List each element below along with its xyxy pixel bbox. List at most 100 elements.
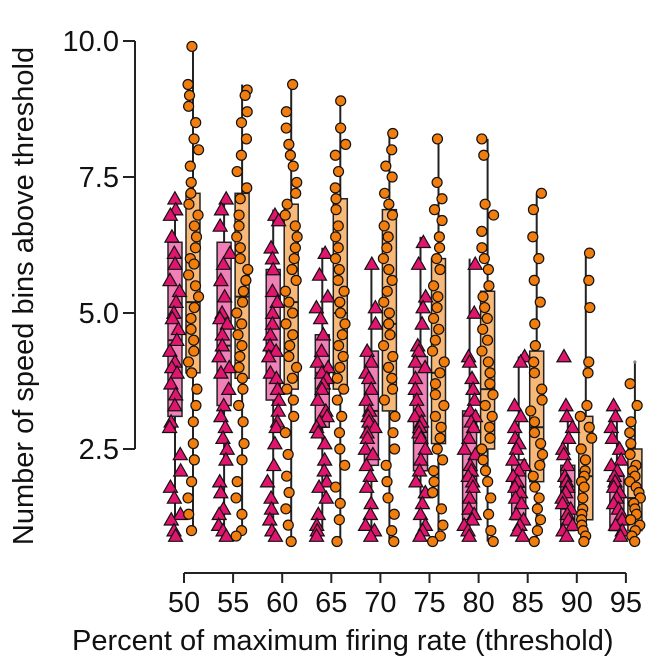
circle-point <box>187 416 199 428</box>
circle-point <box>527 204 540 216</box>
circle-point <box>438 399 450 412</box>
circle-point <box>330 204 342 216</box>
triangle-point <box>412 429 430 444</box>
circle-point <box>529 318 541 330</box>
circle-point <box>187 437 199 450</box>
triangle-point <box>363 255 380 270</box>
circle-point <box>381 476 393 488</box>
triangle-point <box>366 419 383 434</box>
circle-point <box>241 106 253 118</box>
circle-point <box>388 508 400 520</box>
triangle-point <box>466 304 483 319</box>
triangle-point <box>564 516 581 532</box>
triangle-point <box>172 462 189 477</box>
circle-point <box>583 247 596 259</box>
triangle-point <box>220 380 237 396</box>
triangle-point <box>359 342 376 357</box>
triangle-point <box>607 408 624 423</box>
circle-point <box>528 367 541 379</box>
circle-point <box>476 345 488 357</box>
circle-point <box>581 399 593 412</box>
circle-point <box>428 465 440 477</box>
circle-point <box>335 122 347 134</box>
triangle-point <box>316 451 333 466</box>
triangle-point <box>559 457 576 472</box>
circle-point <box>386 524 398 537</box>
triangle-point <box>263 500 280 515</box>
circle-point <box>280 318 292 330</box>
triangle-point <box>264 283 281 298</box>
circle-point <box>387 350 399 363</box>
circle-point <box>190 116 202 129</box>
triangle-point <box>217 451 234 466</box>
circle-point <box>329 182 341 194</box>
triangle-point <box>212 217 229 232</box>
triangle-point <box>211 310 228 325</box>
circle-point <box>237 416 249 428</box>
circle-point <box>280 122 292 134</box>
y-tick-label: 5.0 <box>79 298 119 330</box>
circle-point <box>230 530 242 542</box>
circle-point <box>192 291 205 303</box>
circle-point <box>485 492 497 504</box>
circle-point <box>384 329 396 341</box>
circle-point <box>427 280 440 292</box>
triangle-point <box>168 293 185 308</box>
circle-point <box>285 535 297 548</box>
circle-point <box>534 514 547 526</box>
circle-point <box>435 421 447 433</box>
circle-point <box>380 459 392 471</box>
circle-point <box>182 269 195 281</box>
triangle-point <box>464 478 482 493</box>
circle-point <box>337 350 349 363</box>
triangle-point <box>267 527 284 542</box>
triangle-point <box>363 380 380 396</box>
circle-point <box>386 383 399 395</box>
triangle-point <box>212 408 229 423</box>
triangle-point <box>162 375 179 390</box>
circle-point <box>192 209 204 221</box>
circle-point <box>283 486 295 499</box>
circle-point <box>235 149 247 161</box>
circle-point <box>586 432 598 444</box>
circle-point <box>476 225 488 237</box>
circle-point <box>233 209 245 221</box>
circle-point <box>185 323 197 335</box>
circle-point <box>182 492 194 504</box>
circle-point <box>436 454 449 466</box>
triangle-point <box>218 190 235 205</box>
circle-point <box>280 503 292 515</box>
circle-point <box>433 231 445 243</box>
triangle-point <box>555 348 572 363</box>
circle-point <box>236 318 248 330</box>
triangle-point <box>265 261 282 276</box>
circle-point <box>332 274 344 286</box>
triangle-point <box>513 495 530 510</box>
triangle-point <box>168 331 185 347</box>
circle-point <box>377 253 390 265</box>
circle-point <box>183 89 196 102</box>
triangle-point <box>359 429 376 444</box>
triangle-point <box>221 359 238 374</box>
circle-point <box>578 481 590 493</box>
circle-point <box>477 323 489 335</box>
y-tick-label: 10.0 <box>63 26 119 58</box>
circle-point <box>484 367 496 379</box>
triangle-point <box>508 506 525 521</box>
circle-point <box>184 160 196 172</box>
circle-point <box>577 492 589 504</box>
circle-point <box>335 95 347 107</box>
circle-point <box>290 187 302 199</box>
circle-point <box>281 470 293 482</box>
circle-point <box>334 443 346 455</box>
triangle-point <box>162 478 179 493</box>
circle-point <box>338 383 350 395</box>
triangle-point <box>467 255 484 270</box>
triangle-point <box>317 244 334 260</box>
triangle-point <box>166 190 183 205</box>
circle-point <box>583 274 595 286</box>
circle-point <box>482 263 494 276</box>
circle-point <box>281 198 293 210</box>
circle-point <box>434 530 446 542</box>
triangle-point <box>259 473 276 488</box>
